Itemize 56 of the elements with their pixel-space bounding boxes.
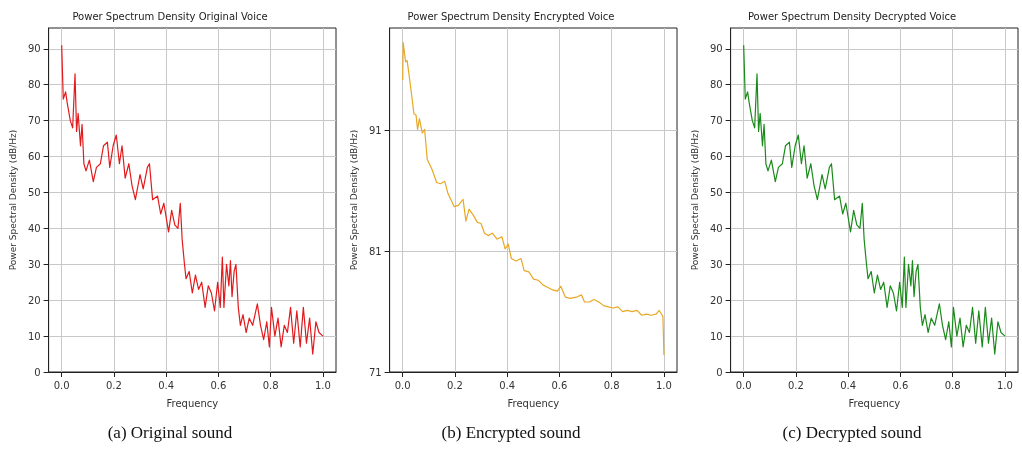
x-tick-label: 0.4 bbox=[158, 379, 175, 391]
x-tick-label: 0.6 bbox=[210, 379, 227, 391]
x-tick-label: 0.4 bbox=[499, 379, 516, 391]
y-tick-label: 20 bbox=[709, 294, 723, 306]
y-axis-title: Power Spectral Density (dB/Hz) bbox=[689, 129, 700, 271]
x-tick-label: 0.8 bbox=[944, 379, 961, 391]
line-series bbox=[402, 41, 665, 356]
x-tick-label: 0.6 bbox=[551, 379, 568, 391]
y-tick-label: 50 bbox=[27, 186, 41, 198]
y-tick-label: 70 bbox=[27, 115, 41, 127]
x-tick-label: 0.0 bbox=[53, 379, 70, 391]
x-tick-label: 1.0 bbox=[655, 379, 672, 391]
y-tick-label: 10 bbox=[27, 330, 41, 342]
x-axis-title: Frequency bbox=[848, 397, 901, 409]
y-tick-label: 0 bbox=[716, 366, 723, 378]
x-tick-label: 0.8 bbox=[603, 379, 620, 391]
y-tick-label: 91 bbox=[368, 125, 382, 137]
y-tick-label: 0 bbox=[34, 366, 41, 378]
x-tick-label: 0.8 bbox=[262, 379, 279, 391]
y-tick-label: 60 bbox=[27, 151, 41, 163]
text: (a) Original sound bbox=[107, 423, 233, 442]
y-tick-label: 20 bbox=[27, 294, 41, 306]
chart-title: Power Spectrum Density Original Voice bbox=[72, 10, 268, 22]
chart-title: Power Spectrum Density Encrypted Voice bbox=[407, 10, 615, 22]
x-tick-label: 0.6 bbox=[892, 379, 909, 391]
x-tick-label: 1.0 bbox=[996, 379, 1013, 391]
x-tick-label: 0.2 bbox=[787, 379, 804, 391]
y-tick-label: 40 bbox=[709, 222, 723, 234]
y-tick-label: 90 bbox=[27, 43, 41, 55]
x-tick-label: 0.0 bbox=[394, 379, 411, 391]
y-tick-label: 60 bbox=[709, 151, 723, 163]
y-tick-label: 90 bbox=[709, 43, 723, 55]
x-axis-title: Frequency bbox=[507, 397, 560, 409]
y-tick-label: 71 bbox=[368, 366, 382, 378]
line-series bbox=[61, 44, 324, 355]
text: (b) Encrypted sound bbox=[441, 423, 581, 442]
y-axis-title: Power Spectral Density (dB/Hz) bbox=[348, 129, 359, 271]
x-tick-label: 0.2 bbox=[446, 379, 463, 391]
chart-title: Power Spectrum Density Decrypted Voice bbox=[747, 10, 957, 22]
y-axis-title: Power Spectral Density (dB/Hz) bbox=[7, 129, 18, 271]
y-tick-label: 40 bbox=[27, 222, 41, 234]
x-tick-label: 0.4 bbox=[840, 379, 857, 391]
y-tick-label: 50 bbox=[709, 186, 723, 198]
y-tick-label: 30 bbox=[709, 258, 723, 270]
y-tick-label: 30 bbox=[27, 258, 41, 270]
x-tick-label: 1.0 bbox=[314, 379, 331, 391]
x-tick-label: 0.0 bbox=[735, 379, 752, 391]
y-tick-label: 10 bbox=[709, 330, 723, 342]
y-tick-label: 70 bbox=[709, 115, 723, 127]
y-tick-label: 81 bbox=[368, 245, 382, 257]
x-axis-title: Frequency bbox=[166, 397, 219, 409]
x-tick-label: 0.2 bbox=[105, 379, 122, 391]
y-tick-label: 80 bbox=[709, 79, 723, 91]
y-tick-label: 80 bbox=[27, 79, 41, 91]
text: (c) Decrypted sound bbox=[782, 423, 922, 442]
line-series bbox=[743, 44, 1006, 355]
